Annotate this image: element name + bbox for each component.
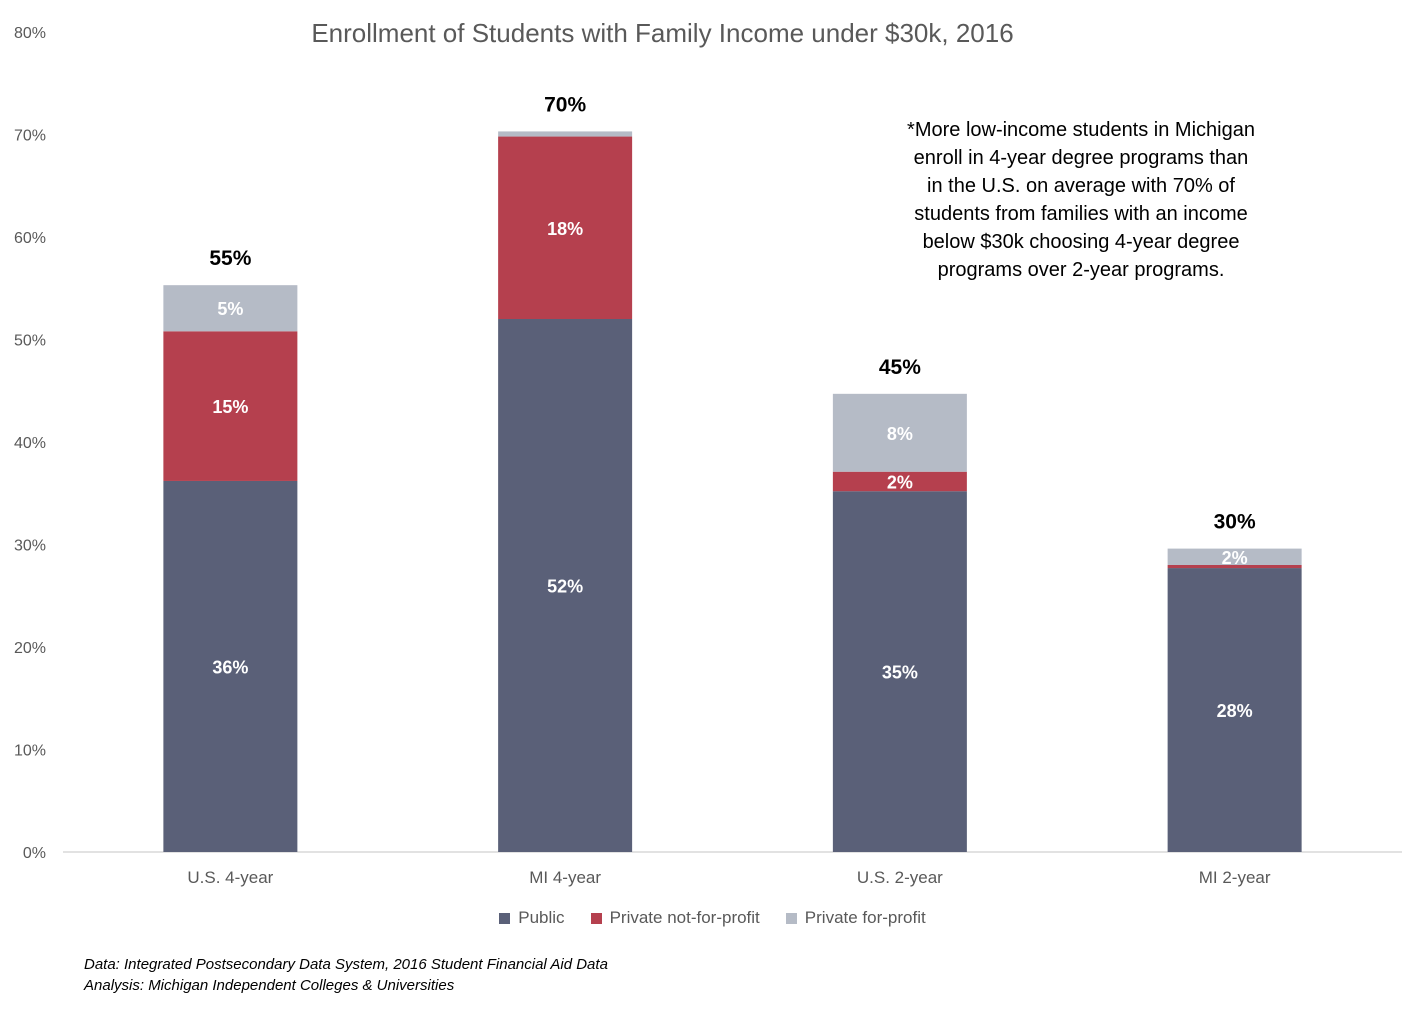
data-label: 8% [887,424,913,444]
y-tick-label: 80% [14,25,46,42]
legend: Public Private not-for-profit Private fo… [0,908,1425,928]
y-tick-label: 0% [23,845,46,862]
source-line-analysis: Analysis: Michigan Independent Colleges … [84,977,455,994]
bar-segment [163,285,298,332]
legend-label-private-nonprofit: Private not-for-profit [609,908,760,927]
bar-segment [163,480,298,852]
source-note: Data: Integrated Postsecondary Data Syst… [84,954,608,996]
chart-title: Enrollment of Students with Family Incom… [311,18,1014,48]
bar-segment [1167,548,1302,565]
data-label: 35% [882,663,918,683]
total-label: 55% [209,247,251,270]
bar-segment [498,136,633,319]
y-tick-label: 40% [14,435,46,452]
bar-segment [1167,565,1302,569]
bar-segment [498,131,633,137]
y-tick-label: 10% [14,743,46,760]
bar-segment [163,331,298,481]
y-tick-label: 30% [14,538,46,555]
data-label: 36% [212,657,248,677]
x-tick-label: MI 4-year [529,868,601,887]
legend-item-private-nonprofit: Private not-for-profit [590,908,760,928]
source-line-data: Data: Integrated Postsecondary Data Syst… [84,956,608,973]
bar-segment [1167,568,1302,852]
legend-item-private-forprofit: Private for-profit [785,908,926,928]
legend-swatch-private-forprofit [785,912,797,924]
bar-segment [832,471,967,492]
annotation-note: *More low-income students in Michigan en… [907,119,1255,281]
y-tick-label: 70% [14,128,46,145]
y-tick-label: 50% [14,333,46,350]
legend-swatch-public [499,912,511,924]
legend-item-public: Public [499,908,565,928]
total-label: 70% [544,93,586,116]
legend-label-public: Public [518,908,565,927]
total-label: 30% [1214,511,1256,534]
y-tick-label: 60% [14,230,46,247]
x-tick-label: MI 2-year [1199,868,1271,887]
bar-segment [832,393,967,472]
data-label: 28% [1217,701,1253,721]
data-label: 2% [887,472,913,492]
legend-label-private-forprofit: Private for-profit [804,908,926,927]
total-label: 45% [879,356,921,379]
data-label: 5% [217,299,243,319]
bar-segment [498,319,633,852]
y-tick-label: 20% [14,640,46,657]
legend-swatch-private-nonprofit [590,912,602,924]
data-label: 15% [212,397,248,417]
bar-segment [832,491,967,852]
x-tick-label: U.S. 2-year [857,868,943,887]
data-label: 2% [1222,548,1248,568]
x-tick-label: U.S. 4-year [187,868,273,887]
data-label: 18% [547,219,583,239]
data-label: 52% [547,577,583,597]
